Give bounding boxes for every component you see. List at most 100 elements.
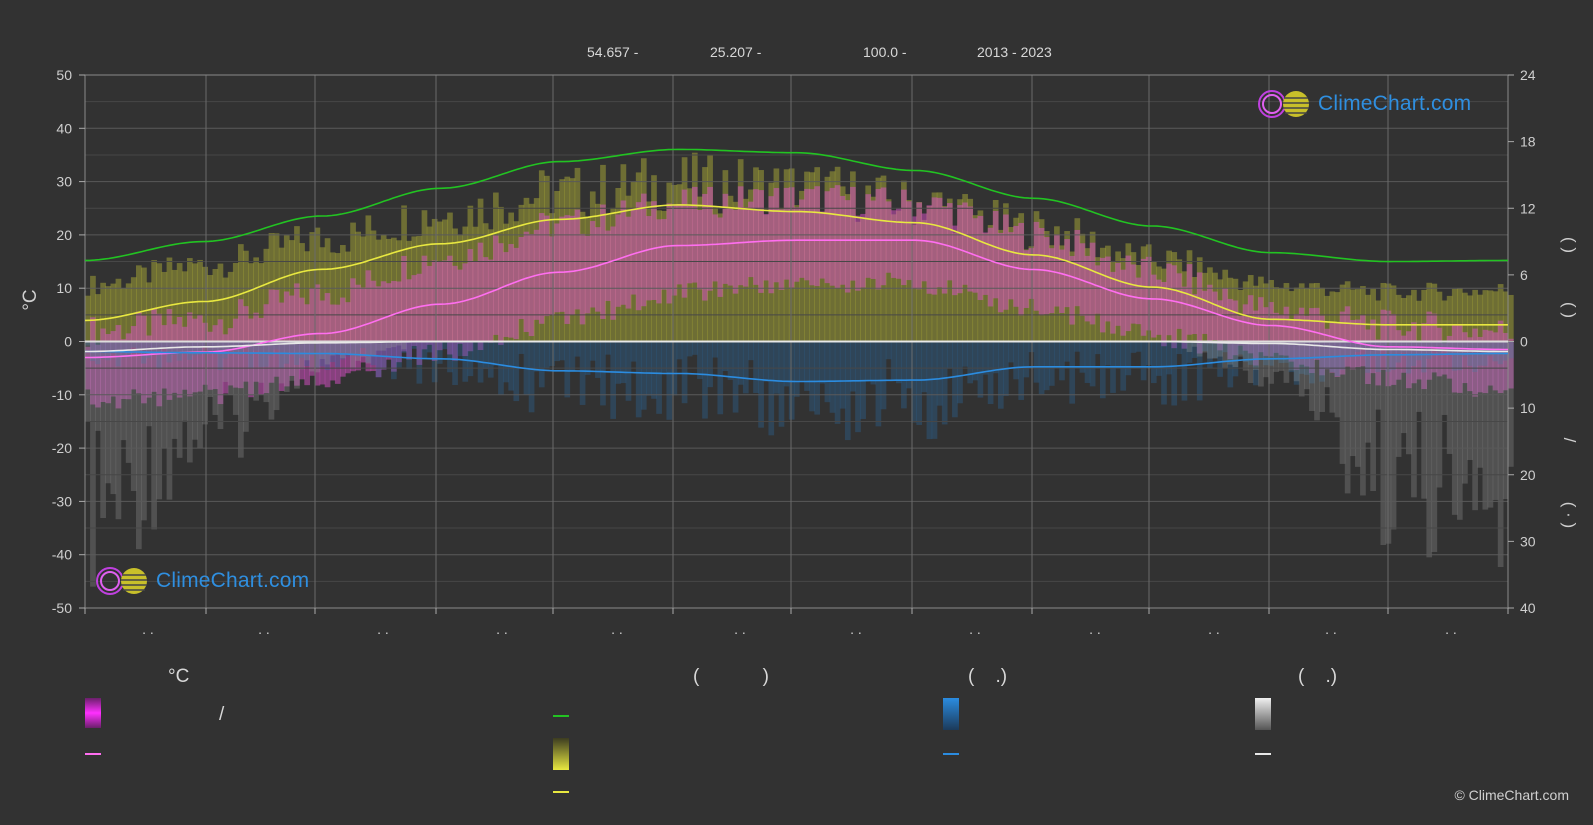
temp-range-bar [844, 200, 851, 293]
precip-bar [1125, 341, 1132, 376]
precip-bar [1365, 341, 1371, 373]
temp-range-bar [202, 322, 208, 385]
precip-bar [350, 341, 356, 356]
temp-range-bar [1094, 265, 1101, 314]
snow-bar [110, 341, 117, 495]
precip-bar [1268, 341, 1274, 366]
series-line-daylight [85, 148, 1508, 263]
precip-bar [569, 341, 576, 371]
precip-bar [610, 341, 617, 419]
precip-bar [921, 341, 928, 393]
snow-bar [309, 341, 316, 372]
temp-range-bar [294, 283, 300, 386]
temp-range-bar [1048, 248, 1055, 314]
precip-bar [1033, 341, 1040, 383]
snow-bar [217, 341, 224, 430]
temp-range-bar [95, 344, 101, 408]
temp-range-bar [1191, 294, 1198, 335]
temp-range-bar [350, 278, 356, 372]
precip-bar [737, 341, 744, 385]
temp-range-bar [702, 193, 708, 301]
snow-bar [1186, 341, 1193, 353]
legend-slash: / [219, 704, 225, 725]
snow-bar [334, 341, 341, 355]
sunshine-bar [130, 277, 137, 342]
temp-range-bar [380, 281, 387, 370]
legend-snow-range-swatch [1255, 698, 1271, 730]
precip-bar [528, 341, 535, 413]
precip-bar [401, 341, 407, 353]
precip-bar [115, 341, 122, 367]
precip-bar [1048, 341, 1055, 386]
snow-bar [391, 341, 397, 348]
temp-range-bar [753, 189, 759, 285]
temp-range-bar [238, 299, 244, 389]
legend-precip-head: ( .) [968, 666, 1008, 687]
temp-range-bar [916, 202, 923, 290]
temp-range-bar [1273, 312, 1280, 353]
precip-bar [1411, 341, 1417, 367]
sunshine-bar [146, 282, 152, 342]
sunshine-bar [1431, 283, 1438, 342]
snow-bar [1380, 341, 1387, 546]
temp-range-bar [1125, 255, 1132, 332]
snow-bar [258, 341, 265, 383]
sunshine-bar [136, 265, 142, 342]
temp-range-bar [523, 231, 530, 332]
series-line-snow [85, 340, 1508, 353]
sunshine-bar [299, 243, 305, 342]
snow-bar [294, 341, 300, 389]
temp-range-bar [1451, 324, 1458, 393]
precip-bar [436, 341, 443, 364]
temp-range-bar [345, 302, 351, 374]
sunshine-bar [1360, 286, 1366, 342]
precip-bar [936, 341, 943, 406]
sunshine-bar [324, 238, 331, 342]
sunshine-bar [100, 282, 106, 342]
snow-bar [1212, 341, 1218, 359]
temp-range-bar [421, 255, 428, 350]
temp-range-bar [1196, 272, 1203, 354]
snow-bar [130, 341, 137, 491]
temp-range-bar [156, 313, 163, 407]
precip-bar [941, 341, 948, 425]
temp-range-bar [1166, 263, 1172, 336]
temp-range-bar [1028, 248, 1035, 299]
snow-bar [329, 341, 336, 356]
temp-range-bar [1467, 337, 1473, 392]
precip-bar [778, 341, 785, 427]
temp-range-bar [625, 216, 632, 309]
precip-bar [1334, 341, 1341, 377]
snow-bar [1482, 341, 1489, 510]
snow-bar [1462, 341, 1468, 484]
precip-bar [1023, 341, 1030, 378]
temp-range-bar [304, 304, 310, 386]
precip-bar [258, 341, 265, 368]
temp-range-bar [748, 201, 754, 278]
precip-bar [187, 341, 193, 360]
precip-bar [217, 341, 224, 371]
precip-bar [982, 341, 989, 375]
temp-range-bar [651, 201, 657, 301]
sunshine-bar [263, 248, 270, 342]
temp-range-bar [1263, 307, 1269, 356]
sunshine-bar [1334, 292, 1341, 342]
y2-upper-tick-label: 12 [1520, 200, 1536, 216]
precip-bar [192, 341, 198, 356]
precip-bar [916, 341, 923, 425]
precip-bar [365, 341, 372, 363]
temp-range-bar [115, 325, 122, 409]
temp-range-bar [1360, 314, 1366, 367]
snow-bar [120, 341, 127, 441]
temp-range-bar [595, 227, 601, 312]
precip-bar [890, 341, 897, 380]
precip-bar [518, 341, 525, 354]
series-line-sunshine [84, 204, 1508, 326]
precip-bar [819, 341, 826, 384]
temp-range-bar [192, 318, 198, 393]
y-tick-label: 20 [56, 227, 72, 243]
snow-bar [345, 341, 351, 354]
snow-bar [1288, 341, 1295, 371]
temp-range-bar [130, 326, 137, 390]
sunshine-bar [1462, 292, 1468, 342]
